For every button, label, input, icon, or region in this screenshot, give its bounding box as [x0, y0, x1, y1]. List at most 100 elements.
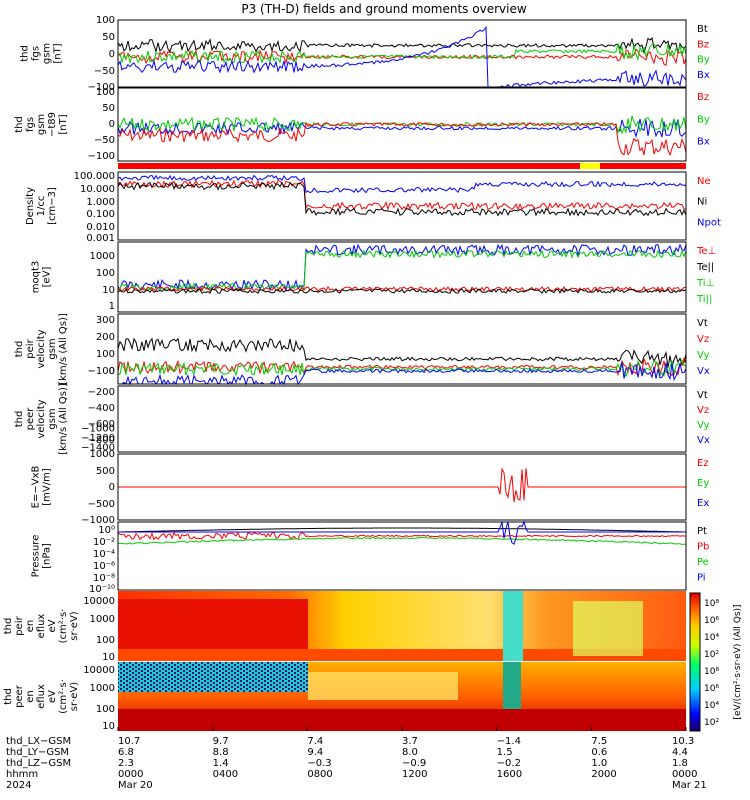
legend-entry: Npot	[697, 217, 721, 228]
y-tick-label: 0	[109, 119, 115, 130]
y-tick-label: 100	[96, 87, 115, 98]
legend-entry: Vz	[697, 405, 709, 416]
x-tick-hhmm: 0400	[213, 769, 238, 780]
series-ni	[117, 181, 687, 217]
y-tick-label: 1000	[90, 614, 115, 625]
x-tick-ly: 8.0	[402, 747, 418, 758]
y-tick-label: 0.010	[86, 222, 115, 233]
series-ti-par	[117, 288, 687, 294]
panel-frame	[117, 19, 687, 88]
series-pb	[117, 531, 686, 541]
colorbar-tick: 10⁶	[704, 684, 719, 694]
y-tick-label: 10000	[83, 665, 115, 676]
series-te-perp	[117, 243, 687, 293]
colorbar-tick: 10⁴	[704, 633, 719, 643]
legend-entry: Ey	[697, 478, 709, 489]
y-tick-label: −50	[94, 66, 115, 77]
quality-flag-bar	[118, 163, 686, 169]
legend-entry: Vz	[697, 334, 709, 345]
y-tick-label: −200	[88, 387, 115, 398]
series-ne	[117, 179, 687, 211]
y-axis-label: thdpeerenefluxeV(cm²·s·sr·eV)	[3, 679, 80, 714]
colorbar-tick: 10⁸	[704, 599, 719, 609]
x-row-label: hhmm	[6, 769, 38, 780]
x-tick-lx: −1.4	[497, 736, 521, 747]
panel-ion_spec: 10000 1000 100 10 thdpeirenefluxeV(cm²·s·sr·…	[3, 591, 686, 663]
colorbar-tick: 10²	[704, 650, 719, 660]
y-tick-label: −1400	[81, 442, 115, 453]
legend-entry: Bt	[697, 24, 708, 35]
y-tick-label: 50	[102, 32, 115, 43]
y-axis-label: thdfgsgsm−t89[nT]	[14, 112, 69, 137]
y-tick-label: 0.100	[86, 209, 115, 220]
legend-entry: Pi	[697, 573, 706, 584]
legend-entry: Ne	[697, 176, 711, 187]
x-tick-lx: 7.5	[591, 736, 607, 747]
series-ez	[118, 467, 686, 503]
y-tick-label: 10⁻¹⁰	[89, 584, 115, 595]
legend-entry: Bz	[697, 39, 709, 50]
x-tick-lz: 1.4	[213, 758, 229, 769]
series-bt	[117, 36, 687, 55]
x-tick-lx: 3.7	[402, 736, 418, 747]
colorbar-tick: 10²	[704, 718, 719, 728]
series-ti-perp	[117, 249, 687, 292]
panel-temp: 1000 100 10 1 moqt3[eV] Te⊥ Te|| Ti⊥ Ti||	[31, 241, 716, 313]
y-tick-label: −50	[94, 135, 115, 146]
legend-entry: Bx	[697, 137, 710, 148]
y-tick-label: 100	[96, 268, 115, 279]
y-tick-label: 50	[102, 103, 115, 114]
x-tick-ly: 0.6	[591, 747, 607, 758]
series-bz	[117, 121, 687, 157]
x-tick-lz: 1.8	[672, 758, 688, 769]
x-tick-lz: −0.9	[402, 758, 426, 769]
y-tick-label: −1200	[81, 433, 115, 444]
y-tick-label: 1	[109, 301, 115, 312]
x-tick-lz: −0.2	[497, 758, 521, 769]
colorbar-label: [eV/(cm²·s·sr·eV) (All Qs)]	[733, 604, 743, 719]
panel-background	[118, 172, 686, 240]
y-tick-label: 10⁰	[98, 525, 115, 536]
colorbar-gradient	[690, 593, 700, 731]
panel-frame	[117, 87, 687, 162]
legend-entry: By	[697, 55, 710, 66]
y-tick-label: −600	[88, 419, 115, 430]
colorbar-tick: 10⁴	[704, 701, 719, 711]
series-pi	[118, 520, 686, 545]
x-tick-ly: 6.8	[118, 747, 134, 758]
x-tick-hhmm: 2000	[591, 769, 616, 780]
legend-entry: Vt	[697, 318, 708, 329]
panel-background	[118, 314, 686, 384]
x-tick-ly: 9.4	[307, 747, 323, 758]
legend-entry: Ti⊥	[696, 278, 714, 289]
legend-entry: Te⊥	[696, 246, 716, 257]
panel-background	[118, 522, 686, 590]
y-tick-label: 10	[102, 285, 115, 296]
legend-entry: Pe	[697, 557, 709, 568]
x-tick-ly: 4.4	[672, 747, 688, 758]
legend-entry: Ez	[697, 458, 709, 469]
y-tick-label: 10⁻²	[93, 537, 115, 548]
x-row-label: thd_LZ−GSM	[6, 758, 71, 769]
y-tick-label: 100	[96, 349, 115, 360]
y-tick-label: 10⁻⁶	[93, 561, 115, 572]
y-tick-label: 1.000	[86, 197, 115, 208]
legend-entry: Vx	[697, 435, 710, 446]
y-axis-label: thdpeirvelocitygsm[km/s (All Qs)]	[14, 313, 69, 385]
colorbar-tick: 10⁶	[704, 616, 719, 626]
panel-efield: 1000 500 0 −500 −1000 E=−VxB[mV/m] Ez Ey Ex	[31, 449, 710, 526]
electron-spectrum-low-band	[118, 709, 686, 731]
figure-title: P3 (TH-D) fields and ground moments over…	[241, 2, 526, 16]
y-axis-label: Pressure[nPa]	[31, 535, 53, 578]
x-tick-hhmm: 1600	[497, 769, 522, 780]
y-tick-label: 10⁻⁸	[93, 573, 115, 584]
ion-spectrum-low-band	[118, 649, 686, 661]
x-tick-lz: −0.3	[307, 758, 331, 769]
series-pt	[118, 527, 686, 533]
y-tick-label: 100	[96, 15, 115, 26]
y-tick-label: 300	[96, 315, 115, 326]
x-row-label: 2024	[6, 780, 31, 791]
